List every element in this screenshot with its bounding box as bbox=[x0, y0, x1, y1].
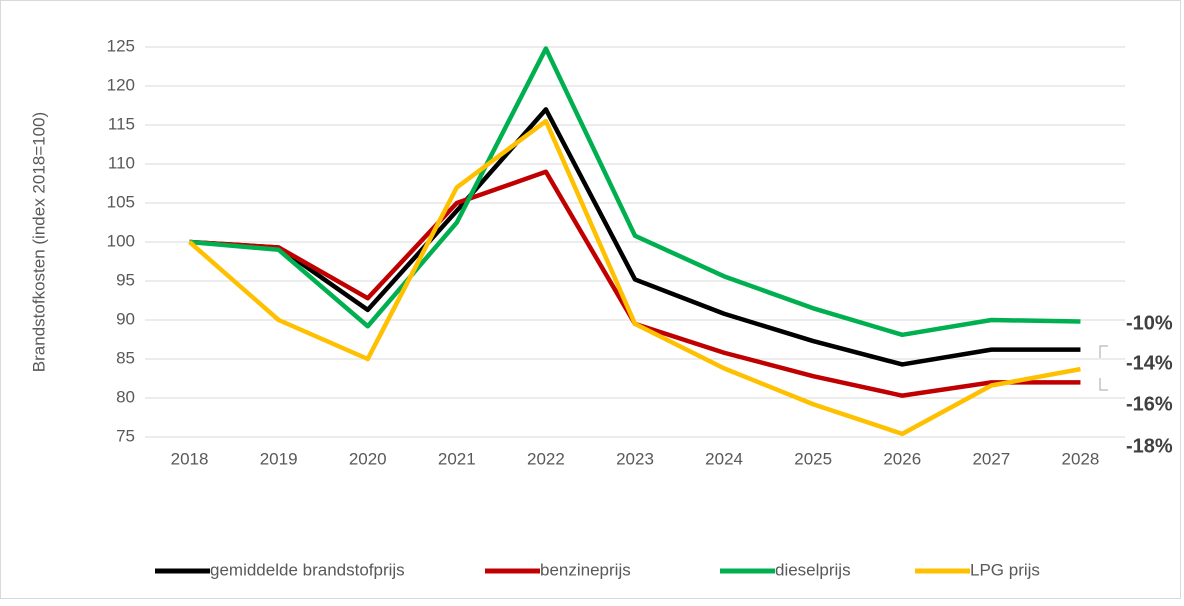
legend-label: gemiddelde brandstofprijs bbox=[210, 560, 405, 579]
y-tick-label: 105 bbox=[107, 192, 135, 211]
series-line bbox=[188, 118, 1081, 437]
series-line bbox=[189, 46, 1081, 338]
x-tick-label: 2021 bbox=[438, 449, 476, 468]
annotation: -10% bbox=[1126, 312, 1173, 334]
y-tick-label: 90 bbox=[116, 309, 135, 328]
y-axis-label: Brandstofkosten (index 2018=100) bbox=[29, 112, 48, 372]
legend-label: dieselprijs bbox=[775, 560, 851, 579]
series-line bbox=[189, 107, 1081, 367]
x-tick-label: 2028 bbox=[1062, 449, 1100, 468]
x-tick-label: 2018 bbox=[171, 449, 209, 468]
x-tick-label: 2022 bbox=[527, 449, 565, 468]
y-tick-label: 125 bbox=[107, 36, 135, 55]
y-tick-label: 80 bbox=[116, 387, 135, 406]
annotation: -14% bbox=[1126, 352, 1173, 374]
x-tick-label: 2020 bbox=[349, 449, 387, 468]
y-tick-label: 95 bbox=[116, 270, 135, 289]
y-tick-label: 110 bbox=[108, 153, 135, 172]
annotation: -16% bbox=[1126, 393, 1173, 415]
bracket bbox=[1099, 378, 1108, 391]
bracket bbox=[1099, 345, 1108, 358]
legend-label: benzineprijs bbox=[540, 560, 631, 579]
x-tick-label: 2025 bbox=[794, 449, 832, 468]
x-tick-label: 2023 bbox=[616, 449, 654, 468]
y-tick-label: 115 bbox=[108, 114, 135, 133]
y-tick-label: 85 bbox=[116, 348, 135, 367]
x-tick-label: 2024 bbox=[705, 449, 743, 468]
y-tick-label: 120 bbox=[107, 75, 135, 94]
x-tick-label: 2027 bbox=[972, 449, 1010, 468]
y-tick-label: 75 bbox=[116, 426, 135, 445]
x-tick-label: 2019 bbox=[260, 449, 298, 468]
annotation: -18% bbox=[1126, 435, 1173, 457]
y-tick-label: 100 bbox=[107, 231, 135, 250]
x-tick-label: 2026 bbox=[883, 449, 921, 468]
legend-label: LPG prijs bbox=[970, 560, 1040, 579]
